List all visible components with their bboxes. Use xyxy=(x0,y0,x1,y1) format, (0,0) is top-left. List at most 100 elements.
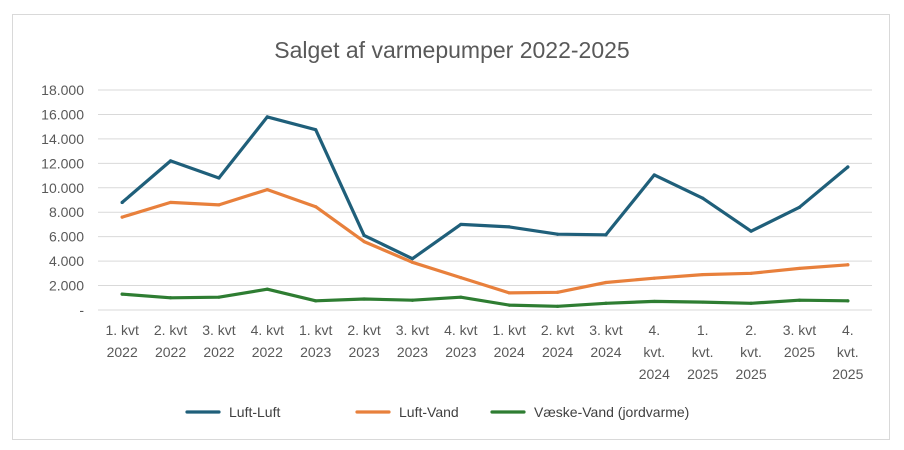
x-tick-label-line: 2022 xyxy=(155,344,186,360)
x-tick-label: 4. kvt 2023 xyxy=(444,322,478,360)
legend-entry: Væske-Vand (jordvarme) xyxy=(490,404,689,420)
y-tick-label: 16.000 xyxy=(41,106,84,122)
y-tick-label: 12.000 xyxy=(41,155,84,171)
legend-label: Luft-Luft xyxy=(229,404,280,420)
data-point xyxy=(749,271,753,275)
data-point xyxy=(217,295,221,299)
x-tick-label-line: kvt. xyxy=(643,344,665,360)
x-tick-label-line: 2025 xyxy=(784,344,815,360)
x-tick-label-line: 2022 xyxy=(203,344,234,360)
data-point xyxy=(555,304,560,308)
x-tick-label: 4. kvt. 2024 xyxy=(639,322,670,382)
data-point xyxy=(265,188,269,192)
x-tick-label: 1. kvt 2024 xyxy=(492,322,526,360)
x-tick-label: 1. kvt 2023 xyxy=(299,322,333,360)
x-tick-label-line: kvt. xyxy=(692,344,714,360)
data-point xyxy=(314,299,318,303)
x-tick-label-line: 2. kvt xyxy=(347,322,381,338)
data-point xyxy=(507,225,511,229)
data-point xyxy=(314,128,318,132)
x-tick-label-line: 3. kvt xyxy=(202,322,236,338)
y-tick-label: 6.000 xyxy=(49,229,84,245)
data-point xyxy=(168,296,173,300)
x-tick-label: 3. kvt 2023 xyxy=(396,322,430,360)
data-point xyxy=(797,205,802,209)
data-point xyxy=(652,173,656,177)
data-point xyxy=(749,301,753,305)
data-point xyxy=(846,165,850,169)
x-tick-label: 2. kvt 2024 xyxy=(541,322,575,360)
data-point xyxy=(507,291,511,295)
x-tick-label-line: 4. kvt xyxy=(251,322,285,338)
data-point xyxy=(797,298,802,302)
data-point xyxy=(168,200,173,205)
data-point xyxy=(604,301,608,305)
data-point xyxy=(507,303,511,307)
y-tick-label: 8.000 xyxy=(49,204,84,220)
y-tick-label: 14.000 xyxy=(41,131,84,147)
x-tick-label-line: 1. xyxy=(697,322,709,338)
data-point xyxy=(749,229,753,233)
data-point xyxy=(652,299,656,304)
y-tick-label: - xyxy=(79,302,84,318)
data-point xyxy=(120,215,124,219)
x-tick-label-line: 2025 xyxy=(735,366,766,382)
data-point xyxy=(362,239,366,244)
data-point xyxy=(120,200,124,205)
x-tick-label-line: 2024 xyxy=(590,344,621,360)
x-tick-label: 3. kvt 2024 xyxy=(589,322,623,360)
x-tick-label-line: 4. xyxy=(842,322,854,338)
x-tick-label: 3. kvt 2025 xyxy=(783,322,817,360)
x-tick-label-line: 3. kvt xyxy=(783,322,817,338)
x-tick-label-line: 2025 xyxy=(687,366,718,382)
data-point xyxy=(652,276,656,280)
x-tick-label: 3. kvt 2022 xyxy=(202,322,236,360)
gridlines xyxy=(98,89,872,311)
x-tick-label: 1. kvt 2022 xyxy=(105,322,139,360)
data-point xyxy=(362,297,366,301)
x-tick-label-line: 2023 xyxy=(300,344,331,360)
x-tick-label-line: 2. kvt xyxy=(154,322,188,338)
data-point xyxy=(797,266,802,271)
x-tick-label-line: 1. kvt xyxy=(492,322,526,338)
x-tick-label-line: kvt. xyxy=(740,344,762,360)
data-point xyxy=(459,276,463,280)
legend: Luft-Luft Luft-Vand Væske-Vand (jordvarme) xyxy=(185,404,689,420)
x-tick-label: 2. kvt. 2025 xyxy=(735,322,766,382)
data-point xyxy=(604,233,608,237)
x-tick-label: 4. kvt 2022 xyxy=(251,322,285,360)
x-tick-label-line: 2023 xyxy=(445,344,476,360)
series-line-v-ske-vand-jordvarme xyxy=(120,287,850,308)
y-tick-label: 4.000 xyxy=(49,253,84,269)
y-tick-label: 10.000 xyxy=(41,180,84,196)
x-tick-label-line: 2. xyxy=(745,322,757,338)
y-tick-label: 2.000 xyxy=(49,278,84,294)
data-point xyxy=(265,287,269,291)
x-tick-label: 2. kvt 2022 xyxy=(154,322,188,360)
x-tick-label-line: 3. kvt xyxy=(589,322,623,338)
series-lines xyxy=(120,115,850,308)
x-tick-label: 4. kvt. 2025 xyxy=(832,322,863,382)
data-point xyxy=(314,205,318,209)
x-tick-label-line: 2025 xyxy=(832,366,863,382)
data-point xyxy=(555,232,560,236)
data-point xyxy=(217,176,221,180)
series-line-luft-luft xyxy=(120,115,850,261)
y-tick-label: 18.000 xyxy=(41,82,84,98)
data-point xyxy=(846,299,850,303)
data-point xyxy=(459,222,463,227)
data-point xyxy=(701,196,705,200)
x-tick-label: 2. kvt 2023 xyxy=(347,322,381,360)
legend-entry: Luft-Vand xyxy=(355,404,459,420)
x-tick-label-line: 2024 xyxy=(639,366,670,382)
x-tick-label-line: 2022 xyxy=(252,344,283,360)
data-point xyxy=(701,272,705,277)
x-tick-label-line: 2. kvt xyxy=(541,322,575,338)
data-point xyxy=(459,295,463,299)
data-point xyxy=(701,300,705,304)
x-tick-label-line: 2022 xyxy=(107,344,138,360)
data-point xyxy=(410,260,415,264)
legend-label: Luft-Vand xyxy=(399,404,459,420)
x-tick-label-line: 1. kvt xyxy=(299,322,333,338)
